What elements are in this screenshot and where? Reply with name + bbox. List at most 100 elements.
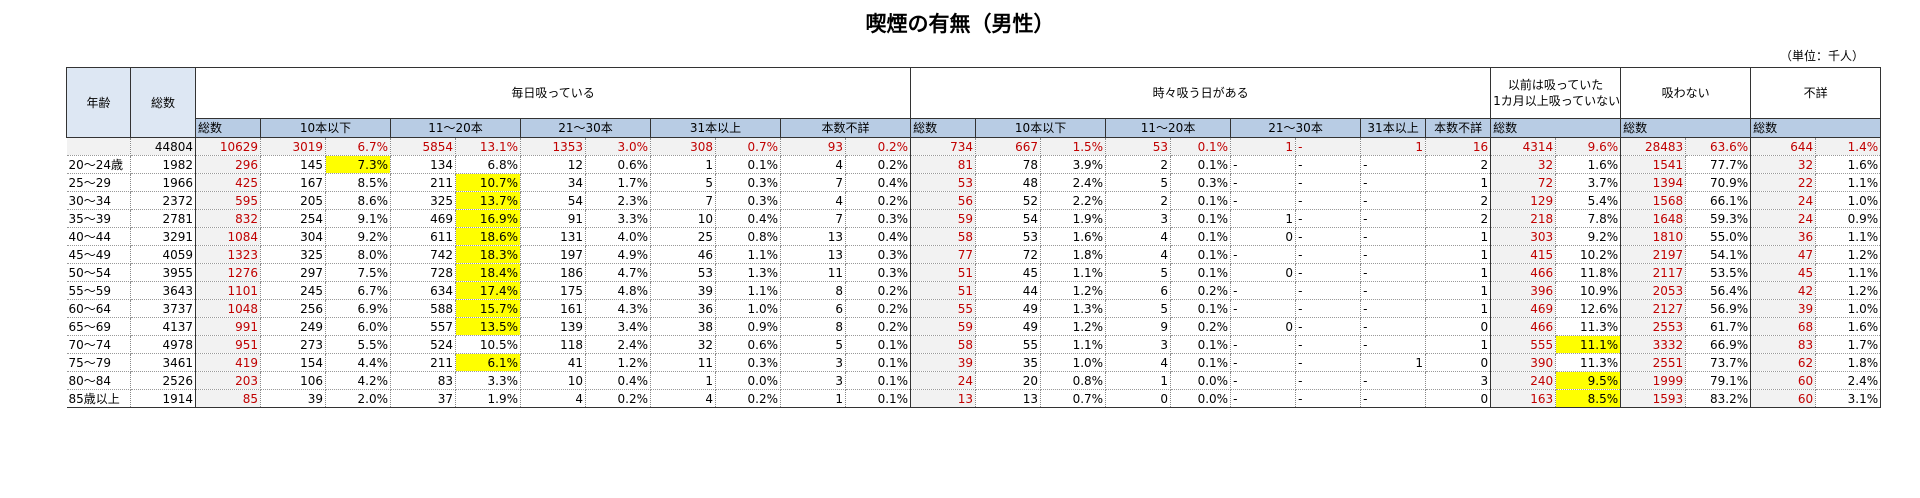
sometimes-value-cell: 0.1%: [1170, 155, 1232, 174]
former-total-cell: 163: [1490, 389, 1557, 408]
daily-value-cell: 9.1%: [325, 209, 391, 228]
sometimes-value-cell: 0: [1230, 263, 1297, 282]
table-body: 44804 10629 3019 6.7% 5854 13.1% 1353 3.0% 308 0.…: [66, 137, 1920, 408]
sometimes-value-cell: 0.1%: [1170, 299, 1232, 318]
sometimes-value-cell: 4: [1105, 353, 1172, 372]
sometimes-value-cell: 78: [975, 155, 1042, 174]
daily-value-cell: 4: [780, 155, 846, 174]
daily-value-cell: 0.9%: [715, 317, 781, 336]
sometimes-total-cell: 55: [910, 299, 977, 318]
sometimes-value-cell: -: [1360, 335, 1427, 354]
sometimes-value-cell: -: [1230, 245, 1297, 264]
sometimes-value-cell: 3: [1105, 335, 1172, 354]
daily-value-cell: 8.0%: [325, 245, 391, 264]
table-row: 65～69 4137 991 249 6.0% 557 13.5% 139 3.4% 38 0.9%…: [66, 317, 1920, 336]
sometimes-value-cell: 1: [1360, 137, 1427, 156]
daily-value-cell: 1.7%: [585, 173, 651, 192]
daily-value-cell: 10: [650, 209, 716, 228]
sometimes-total-cell: 24: [910, 371, 977, 390]
daily-total-cell: 85: [195, 389, 261, 408]
daily-value-cell: 634: [390, 281, 456, 300]
daily-value-cell: 0.3%: [845, 209, 912, 228]
daily-value-cell: 728: [390, 263, 456, 282]
sometimes-value-cell: -: [1295, 227, 1362, 246]
former-pct-cell: 11.8%: [1555, 263, 1622, 282]
header-age: 年齢: [66, 67, 131, 138]
sometimes-total-cell: 734: [910, 137, 977, 156]
sometimes-value-cell: 0.1%: [1170, 137, 1232, 156]
unknown-pct-cell: 1.8%: [1815, 353, 1882, 372]
daily-value-cell: 3.4%: [585, 317, 651, 336]
daily-value-cell: 6.7%: [325, 281, 391, 300]
sometimes-value-cell: 1.5%: [1040, 137, 1107, 156]
sometimes-value-cell: 0.1%: [1170, 353, 1232, 372]
sometimes-value-cell: 0.1%: [1170, 209, 1232, 228]
daily-value-cell: 83: [390, 371, 456, 390]
daily-value-cell: 8: [780, 281, 846, 300]
daily-value-cell: 4.7%: [585, 263, 651, 282]
former-pct-cell: 7.8%: [1555, 209, 1622, 228]
sometimes-value-cell: 667: [975, 137, 1042, 156]
sometimes-value-cell: -: [1360, 191, 1427, 210]
unknown-pct-cell: 1.0%: [1815, 299, 1882, 318]
age-cell: 20～24歳: [66, 155, 131, 174]
daily-total-cell: 1101: [195, 281, 261, 300]
daily-value-cell: 205: [260, 191, 326, 210]
daily-total-cell: 425: [195, 173, 261, 192]
sometimes-value-cell: 52: [975, 191, 1042, 210]
sometimes-value-cell: -: [1295, 299, 1362, 318]
daily-value-cell: 0.1%: [845, 371, 912, 390]
table-row: 85歳以上 1914 85 39 2.0% 37 1.9% 4 0.2% 4 0.2% 1 0.1% 13…: [66, 389, 1920, 408]
unknown-total-cell: 42: [1750, 281, 1817, 300]
sometimes-value-cell: 1.8%: [1040, 245, 1107, 264]
daily-value-cell: 38: [650, 317, 716, 336]
unknown-pct-cell: 1.7%: [1815, 335, 1882, 354]
unknown-total-cell: 32: [1750, 155, 1817, 174]
header-sometimes: 時々吸う日がある: [910, 67, 1492, 119]
age-cell: 25～29: [66, 173, 131, 192]
sometimes-value-cell: 0.0%: [1170, 389, 1232, 408]
never-pct-cell: 56.9%: [1685, 299, 1752, 318]
former-total-cell: 218: [1490, 209, 1557, 228]
daily-value-cell: 4: [650, 389, 716, 408]
unknown-total-cell: 39: [1750, 299, 1817, 318]
never-pct-cell: 61.7%: [1685, 317, 1752, 336]
sub-never-total: 総数: [1620, 118, 1752, 138]
sometimes-value-cell: 49: [975, 299, 1042, 318]
sometimes-total-cell: 59: [910, 209, 977, 228]
age-cell: 55～59: [66, 281, 131, 300]
daily-value-cell: 0.1%: [845, 353, 912, 372]
never-total-cell: 2117: [1620, 263, 1687, 282]
daily-value-cell: 16.9%: [455, 209, 521, 228]
sometimes-value-cell: 6: [1105, 281, 1172, 300]
never-total-cell: 1810: [1620, 227, 1687, 246]
sometimes-value-cell: 1.2%: [1040, 317, 1107, 336]
daily-value-cell: 211: [390, 353, 456, 372]
daily-value-cell: 4.4%: [325, 353, 391, 372]
sometimes-value-cell: 5: [1105, 299, 1172, 318]
daily-value-cell: 39: [260, 389, 326, 408]
sometimes-total-cell: 58: [910, 335, 977, 354]
daily-value-cell: 0.2%: [845, 317, 912, 336]
sometimes-value-cell: -: [1230, 299, 1297, 318]
daily-value-cell: 1.1%: [715, 245, 781, 264]
sometimes-value-cell: -: [1360, 263, 1427, 282]
former-pct-cell: 1.6%: [1555, 155, 1622, 174]
never-pct-cell: 53.5%: [1685, 263, 1752, 282]
table-row: 55～59 3643 1101 245 6.7% 634 17.4% 175 4.8% 39 1.1…: [66, 281, 1920, 300]
sometimes-value-cell: 2: [1105, 191, 1172, 210]
table-row: 35～39 2781 832 254 9.1% 469 16.9% 91 3.3% 10 0.4% 7…: [66, 209, 1920, 228]
daily-value-cell: 0.8%: [715, 227, 781, 246]
daily-value-cell: 1.3%: [715, 263, 781, 282]
daily-value-cell: 0.2%: [715, 389, 781, 408]
sometimes-value-cell: -: [1230, 353, 1297, 372]
never-pct-cell: 63.6%: [1685, 137, 1752, 156]
daily-value-cell: 0.4%: [715, 209, 781, 228]
daily-value-cell: 54: [520, 191, 586, 210]
former-total-cell: 555: [1490, 335, 1557, 354]
daily-value-cell: 308: [650, 137, 716, 156]
daily-value-cell: 197: [520, 245, 586, 264]
never-total-cell: 28483: [1620, 137, 1687, 156]
daily-total-cell: 991: [195, 317, 261, 336]
daily-value-cell: 1.0%: [715, 299, 781, 318]
